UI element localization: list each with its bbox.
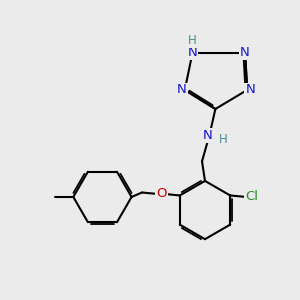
Text: N: N [245,83,255,97]
Text: N: N [188,46,197,59]
Text: N: N [203,129,213,142]
Text: N: N [240,46,250,59]
Text: H: H [219,133,228,146]
Text: H: H [188,34,197,47]
Text: O: O [156,188,166,200]
Text: N: N [177,83,187,97]
Text: Cl: Cl [245,190,258,203]
